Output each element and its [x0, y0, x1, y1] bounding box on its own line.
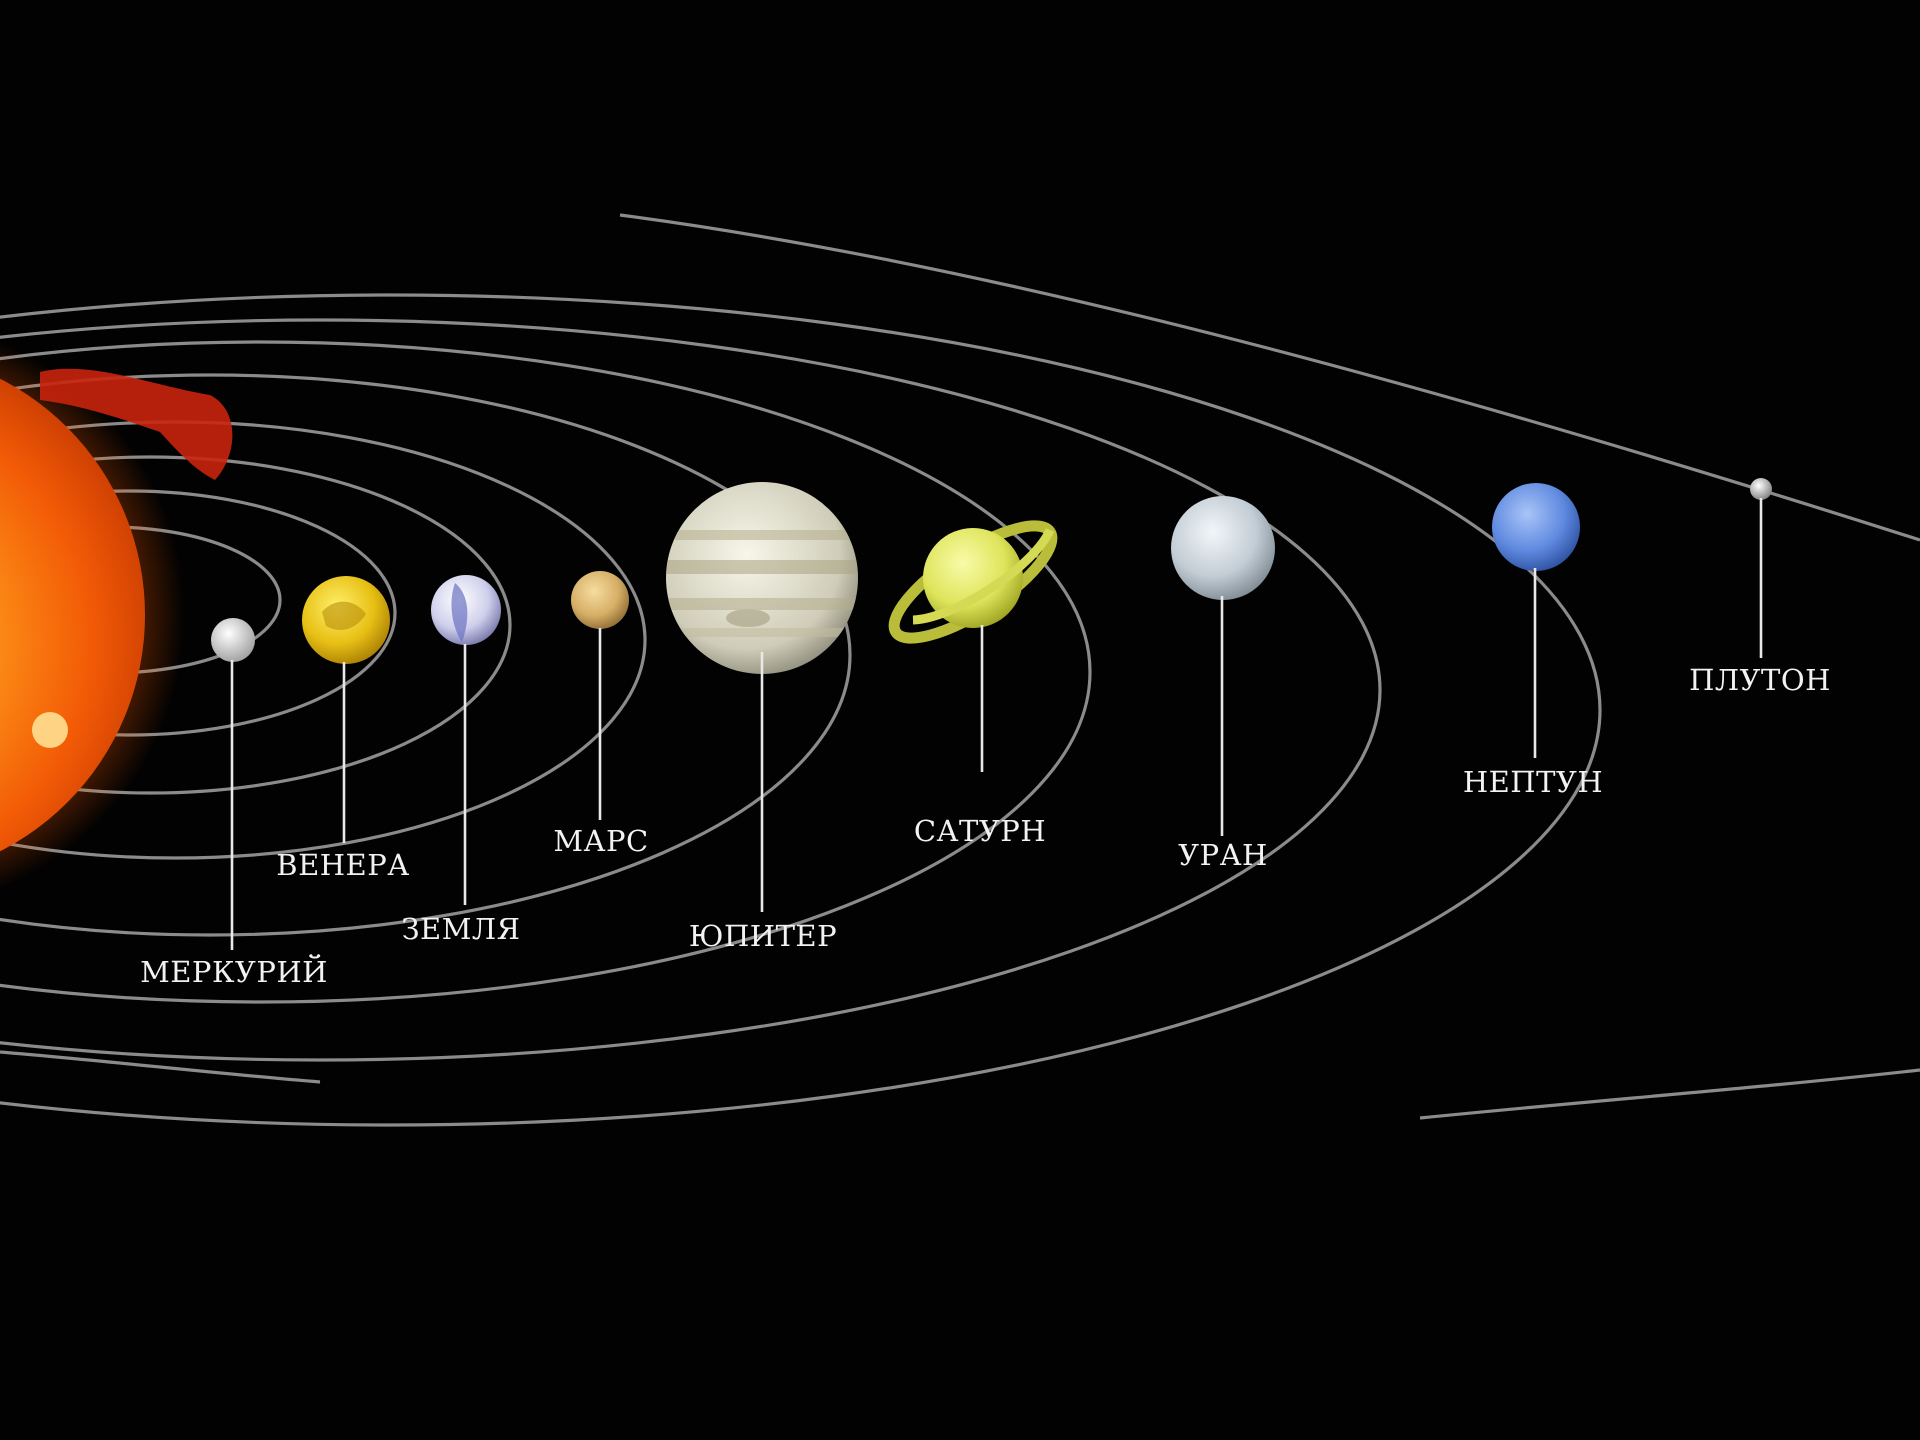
orbit-outer-lower-left: [0, 1050, 321, 1084]
solar-prominence: [40, 368, 233, 480]
label-earth: ЗЕМЛЯ: [401, 912, 520, 946]
planet-mars: [571, 571, 629, 629]
planet-mercury: [211, 618, 255, 662]
orbit-saturn: [0, 340, 1092, 1004]
pointer-lines: [230, 498, 1763, 950]
label-mars: МАРС: [553, 824, 648, 858]
orbit-uranus: [0, 318, 1382, 1062]
planet-venus: [302, 576, 390, 664]
orbits: [0, 213, 1920, 1127]
label-neptune: НЕПТУН: [1463, 765, 1603, 799]
orbit-pluto: [619, 213, 1920, 542]
planet-earth: [431, 575, 501, 645]
planet-saturn: [888, 520, 1058, 644]
planet-neptune: [1492, 483, 1580, 571]
label-mercury: МЕРКУРИЙ: [140, 953, 328, 989]
orbit-neptune: [0, 293, 1602, 1127]
planet-jupiter: [666, 482, 858, 674]
label-saturn: САТУРН: [914, 814, 1046, 848]
label-jupiter: ЮПИТЕР: [689, 919, 837, 953]
planet-labels: МЕРКУРИЙ ВЕНЕРА ЗЕМЛЯ МАРС ЮПИТЕР САТУРН…: [140, 663, 1831, 989]
label-venus: ВЕНЕРА: [276, 848, 409, 882]
planet-pluto: [1750, 478, 1772, 500]
sun: [0, 341, 233, 889]
orbit-earth: [0, 455, 512, 795]
label-uranus: УРАН: [1178, 838, 1268, 872]
orbit-jupiter: [0, 373, 852, 937]
label-pluto: ПЛУТОН: [1689, 663, 1831, 697]
planets: [211, 478, 1772, 674]
sun-bright-spot: [32, 712, 68, 748]
planet-uranus: [1171, 496, 1275, 600]
orbit-outer-lower-right: [1419, 1068, 1920, 1120]
